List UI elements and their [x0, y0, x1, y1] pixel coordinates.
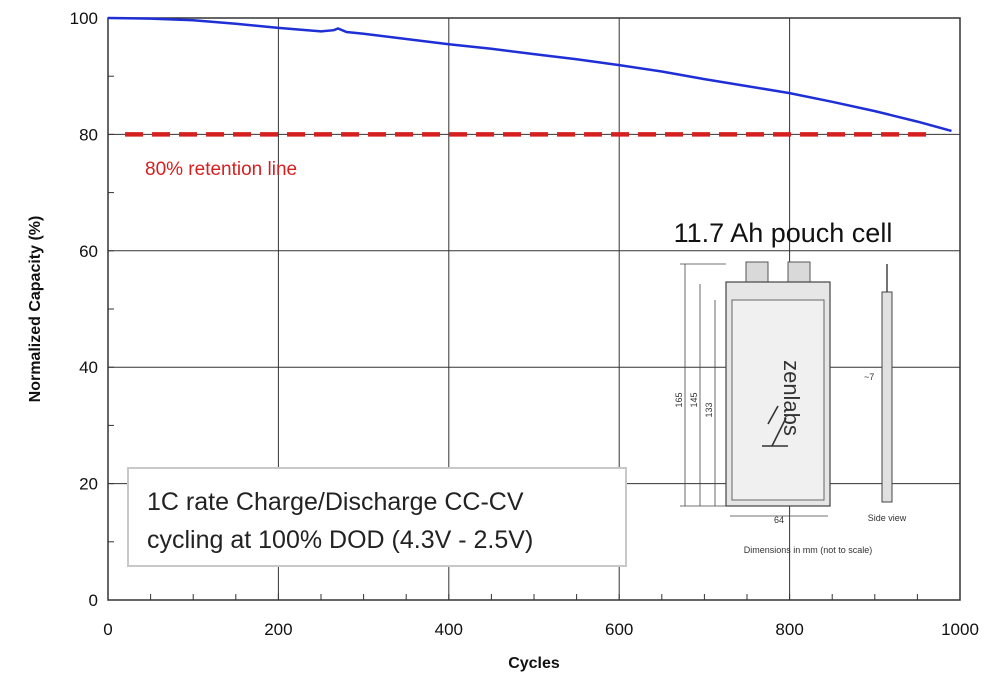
test-conditions-note: 1C rate Charge/Discharge CC-CV cycling a… [127, 467, 627, 567]
x-tick-label: 600 [605, 620, 633, 639]
note-line-2: cycling at 100% DOD (4.3V - 2.5V) [147, 526, 534, 554]
x-tick-labels: 0 200 400 600 800 1000 [103, 620, 979, 639]
pouch-cell-inset: 11.7 Ah pouch cell zenlabs 165 145 133 6… [674, 218, 907, 555]
minor-ticks [107, 17, 961, 601]
y-tick-label: 20 [79, 475, 98, 494]
y-tick-label: 40 [79, 358, 98, 377]
dimensions-note: Dimensions in mm (not to scale) [744, 545, 873, 555]
y-tick-labels: 0 20 40 60 80 100 [70, 9, 98, 610]
x-axis-title: Cycles [508, 655, 560, 672]
side-view-label: Side view [868, 513, 907, 523]
dim-165-label: 165 [674, 392, 684, 407]
dim-145-label: 145 [689, 392, 699, 407]
grid [107, 17, 961, 601]
x-tick-label: 1000 [941, 620, 979, 639]
dim-133-label: 133 [704, 402, 714, 417]
cell-tab-right [787, 261, 811, 283]
dim-7-label: ~7 [864, 372, 874, 382]
y-tick-label: 100 [70, 9, 98, 28]
y-axis-title: Normalized Capacity (%) [27, 216, 44, 403]
retention-line-label: 80% retention line [145, 159, 297, 180]
dim-64-label: 64 [774, 515, 784, 525]
side-view-body [881, 291, 893, 503]
cell-body-inner [731, 299, 825, 501]
note-line-1: 1C rate Charge/Discharge CC-CV [147, 488, 524, 516]
x-tick-label: 200 [264, 620, 292, 639]
x-tick-label: 0 [103, 620, 112, 639]
inset-title: 11.7 Ah pouch cell [674, 218, 893, 248]
capacity-series-line [107, 16, 952, 133]
zenlabs-logo-icon [762, 405, 788, 447]
y-tick-label: 0 [89, 591, 98, 610]
x-tick-label: 400 [435, 620, 463, 639]
x-tick-label: 800 [775, 620, 803, 639]
y-tick-label: 80 [79, 125, 98, 144]
cell-tab-left [745, 261, 769, 283]
y-tick-label: 60 [79, 242, 98, 261]
